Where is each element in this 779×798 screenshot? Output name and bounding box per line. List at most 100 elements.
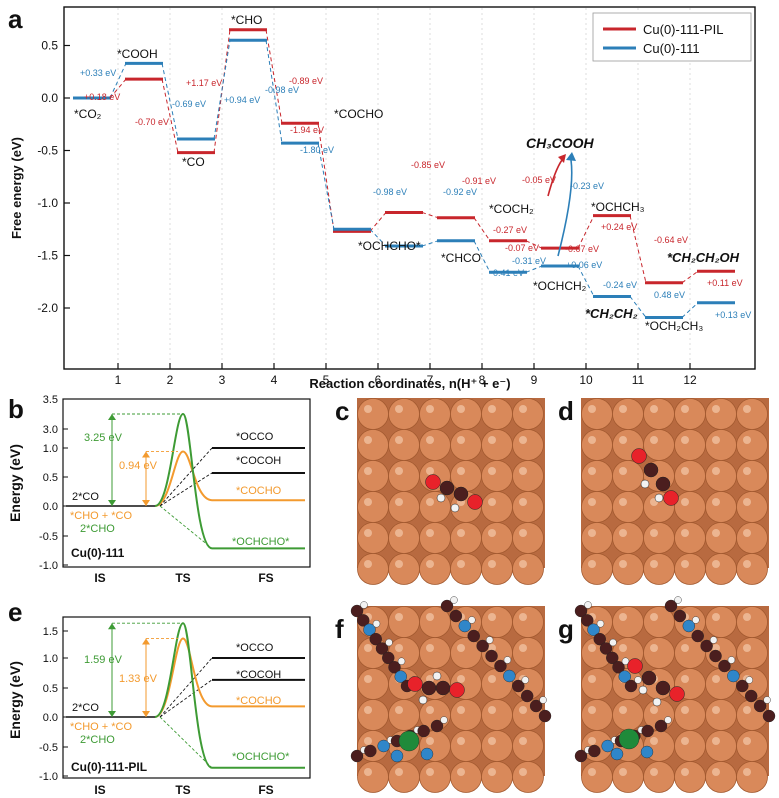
copper-atom — [643, 429, 675, 461]
copper-highlight — [457, 675, 465, 683]
copper-highlight — [650, 405, 658, 413]
is-label-cho: 2*CHO — [80, 734, 115, 746]
panel-g: g — [558, 596, 776, 793]
copper-atom — [512, 553, 544, 585]
pathway-3 — [154, 622, 305, 769]
copper-atom — [674, 460, 706, 492]
ch3cooh-arrows — [547, 152, 576, 257]
species-och2ch3: *OCH₂CH₃ — [645, 319, 703, 333]
copper-highlight — [743, 644, 751, 652]
pathway-2 — [154, 450, 305, 507]
copper-atom — [612, 491, 644, 523]
copper-highlight — [364, 737, 372, 745]
copper-atom — [736, 522, 768, 554]
barrier-label-green: 3.25 eV — [84, 432, 123, 444]
panel-a-grid — [117, 8, 691, 368]
pil-atom-nitrogen — [727, 669, 740, 683]
adsorbate-atom-oxygen — [425, 474, 441, 490]
pathway-link-green — [159, 505, 213, 549]
pil-atom-hydrogen — [745, 676, 753, 684]
copper-atom — [581, 460, 613, 492]
legend-box — [592, 12, 752, 62]
ytick-label: -1.5 — [37, 249, 58, 263]
adsorbate-atom-hydrogen — [652, 697, 662, 707]
xtick-label: 12 — [683, 373, 697, 387]
barrier-arrowhead-green — [108, 414, 116, 420]
pil-atom-carbon — [388, 661, 401, 674]
ann-pil-5: -0.85 eV — [411, 160, 445, 170]
copper-highlight — [619, 706, 627, 714]
panel-e-frame — [62, 616, 311, 779]
panel-e-yticks: 1.5 1.0 0.5 0.0 -0.5 -1.0 — [39, 626, 68, 783]
ann-base-0: +0.33 eV — [80, 68, 116, 78]
fs-label-3: *OCHCHO* — [232, 536, 290, 548]
barrier-arrowhead-green-low — [108, 711, 116, 717]
pil-atom-carbon — [762, 709, 776, 723]
copper-highlight — [650, 644, 658, 652]
pil-atom-carbon — [606, 651, 619, 665]
copper-atom — [512, 429, 544, 461]
copper-highlight — [712, 529, 720, 537]
panel-a-levels — [73, 28, 735, 319]
copper-atom — [419, 637, 451, 669]
species-labels: *CO₂ *COOH *CO *CHO *COCHO *OCHCHO* *CHC… — [74, 13, 740, 333]
copper-atom — [450, 637, 482, 669]
adsorbate-atom-hydrogen — [436, 493, 446, 503]
adsorbate-atom-hydrogen — [418, 695, 428, 705]
copper-highlight — [426, 644, 434, 652]
adsorbate-atom-oxygen — [449, 682, 465, 698]
species-cooh: *COOH — [117, 47, 158, 61]
xtick-label: IS — [94, 783, 105, 797]
copper-atom — [512, 730, 544, 762]
copper-highlight — [519, 613, 527, 621]
pathway-link-1 — [159, 472, 213, 507]
pil-atom-nitrogen — [390, 749, 404, 763]
copper-highlight — [743, 529, 751, 537]
species-ch3cooh: CH₃COOH — [526, 135, 595, 151]
copper-atom — [419, 398, 451, 430]
pil-atom-hydrogen — [360, 601, 368, 609]
copper-atom — [643, 553, 675, 585]
copper-atom — [419, 761, 451, 793]
copper-atom — [736, 398, 768, 430]
copper-atom — [481, 460, 513, 492]
copper-atom — [736, 637, 768, 669]
pil-atom-carbon — [364, 744, 377, 758]
adsorbate-atom-carbon — [435, 680, 451, 696]
pil-atom-hydrogen — [503, 656, 512, 664]
copper-atom — [612, 522, 644, 554]
pil-atom-nitrogen — [503, 669, 516, 683]
copper-highlight — [588, 436, 596, 444]
ytick-label: -0.5 — [37, 144, 58, 158]
pil-atom-carbon — [382, 651, 395, 665]
pil-atom-hydrogen — [521, 676, 529, 684]
pil-atom-carbon — [654, 719, 668, 733]
copper-atom — [388, 491, 420, 523]
ann-base-13: +0.13 eV — [715, 310, 751, 320]
pil-atom-carbon — [581, 614, 594, 627]
xtick-label: 11 — [632, 373, 645, 387]
pil-atom-carbon — [350, 749, 364, 763]
copper-highlight — [364, 498, 372, 506]
copper-highlight — [395, 405, 403, 413]
panel-a: a 0.50.0-0.5-1.0-1.5-2.0 1 2 3 4 5 6 7 8 9 10 11 12… — [8, 4, 756, 391]
pil-atom-carbon — [350, 604, 364, 618]
copper-highlight — [650, 529, 658, 537]
copper-highlight — [681, 467, 689, 475]
copper-atom — [450, 398, 482, 430]
connector-pil — [681, 270, 699, 284]
pil-atom-carbon — [599, 642, 613, 655]
is-label-cho-co: *CHO + *CO — [70, 721, 132, 733]
barrier-arrowhead-green — [108, 623, 116, 630]
pil-atom-carbon — [440, 599, 454, 613]
panel-b: b 3.5 3.0 1.0 0.5 0.0 -0.5 -1.0 IS TS FS *OCCO *C… — [7, 394, 311, 585]
connector-base — [681, 302, 699, 318]
ytick-label: -1.0 — [39, 560, 58, 572]
copper-atom — [419, 522, 451, 554]
copper-highlight — [364, 768, 372, 776]
copper-highlight — [364, 560, 372, 568]
ann-base-3: -0.98 eV — [265, 85, 299, 95]
xtick-label: 8 — [479, 373, 486, 387]
copper-atom — [512, 491, 544, 523]
connector-base — [213, 40, 231, 140]
